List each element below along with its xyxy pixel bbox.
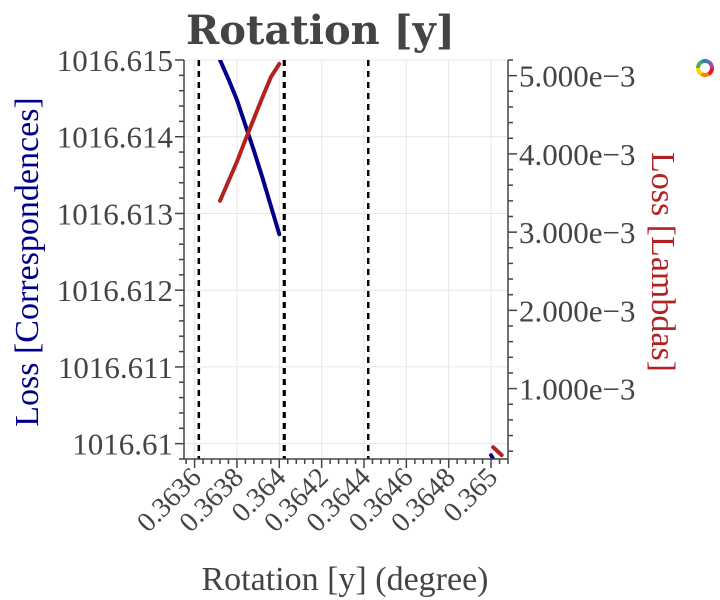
logo-segment	[696, 67, 703, 76]
logo-segment	[696, 60, 703, 69]
vertical-reference-lines	[197, 60, 370, 459]
y-right-tick-label: 5.000e−3	[519, 59, 636, 94]
chart-title: Rotation [y]	[186, 7, 455, 54]
series-line-left	[218, 60, 282, 237]
series-line-right	[491, 445, 504, 458]
rainbow-ring-logo-icon[interactable]	[696, 59, 714, 77]
series	[218, 60, 504, 459]
y-left-tick-label: 1016.611	[58, 350, 173, 385]
axes	[175, 59, 517, 468]
y-left-tick-label: 1016.613	[57, 196, 173, 231]
y-axis-left-label: Loss [Correspondences]	[9, 97, 46, 427]
y-right-tick-label: 1.000e−3	[519, 372, 636, 407]
logo-segment	[700, 72, 710, 77]
y-axis-right-label: Loss [Lambdas]	[644, 152, 681, 372]
y-left-tick-label: 1016.615	[57, 43, 173, 78]
logo-segment	[707, 67, 714, 76]
y-left-tick-label: 1016.614	[57, 120, 174, 155]
logo-segment	[707, 60, 714, 69]
logo-segment	[700, 59, 710, 64]
series-line-right	[218, 61, 282, 203]
y-right-tick-label: 4.000e−3	[519, 137, 636, 172]
x-axis-label: Rotation [y] (degree)	[202, 561, 489, 598]
tick-labels: 1016.6151016.6141016.6131016.6121016.611…	[57, 43, 636, 538]
y-right-tick-label: 2.000e−3	[519, 293, 636, 328]
grid	[184, 59, 508, 459]
y-left-tick-label: 1016.612	[57, 273, 173, 308]
y-left-tick-label: 1016.61	[72, 427, 173, 462]
series-line-left	[489, 453, 496, 459]
y-right-tick-label: 3.000e−3	[519, 215, 636, 250]
